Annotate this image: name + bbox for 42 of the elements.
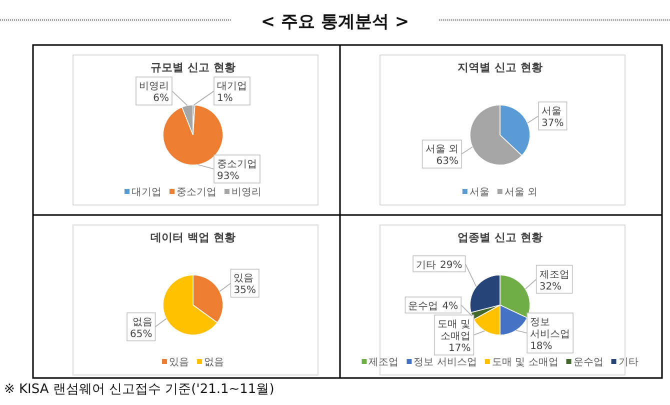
data-label: 35%	[234, 285, 256, 296]
legend-label: 중소기업	[176, 187, 216, 198]
slice-label: 없음	[132, 316, 152, 328]
data-label: 29%	[440, 260, 462, 271]
legend-label: 비영리	[232, 187, 262, 198]
slice-label: 중소기업	[217, 159, 257, 170]
chart-title: 업종별 신고 현황	[458, 231, 542, 244]
data-label: 63%	[436, 156, 458, 168]
chart-title: 지역별 신고 현황	[456, 61, 542, 74]
legend-label: 제조업	[368, 357, 399, 368]
slice-label: 도매 및 소매업	[438, 319, 471, 342]
slice-label: 대기업	[217, 81, 247, 92]
legend-label: 있음	[169, 357, 189, 368]
legend-label: 서울	[469, 187, 490, 198]
legend-label: 도매 및 소매업	[492, 357, 558, 368]
text: < 주요 통계분석 >	[260, 12, 410, 32]
legend-label: 없음	[204, 357, 224, 368]
legend-label: 운수업	[573, 357, 604, 368]
data-label: 17%	[448, 343, 471, 354]
text: ※ KISA 랜섬웨어 신고접수 기준('21.1~11월)	[4, 382, 274, 397]
slice-label: 서울	[542, 106, 562, 117]
slice-label: 기타	[416, 260, 436, 271]
legend-label: 기타	[618, 357, 638, 368]
data-label: 65%	[130, 328, 152, 340]
legend-label: 대기업	[132, 187, 162, 198]
data-label: 32%	[539, 281, 562, 292]
slice-label: 비영리	[139, 81, 169, 92]
slice-label: 서울 외	[425, 144, 458, 156]
data-label: 1%	[217, 93, 233, 104]
data-label: 93%	[217, 171, 240, 182]
slice-label: 제조업	[539, 269, 570, 280]
legend-label: 서울 외	[504, 187, 538, 198]
slice-label: 정보 서비스업	[530, 317, 570, 340]
slice-label: 운수업	[408, 301, 438, 312]
data-label: 37%	[542, 118, 564, 129]
legend-label: 정보 서비스업	[414, 357, 477, 368]
data-label: 18%	[530, 341, 552, 352]
data-label: 4%	[442, 301, 458, 312]
chart-title: 데이터 백업 현황	[150, 231, 236, 244]
chart-title: 규모별 신고 현황	[150, 61, 236, 74]
slice-label: 있음	[234, 273, 254, 284]
data-label: 6%	[153, 93, 169, 104]
